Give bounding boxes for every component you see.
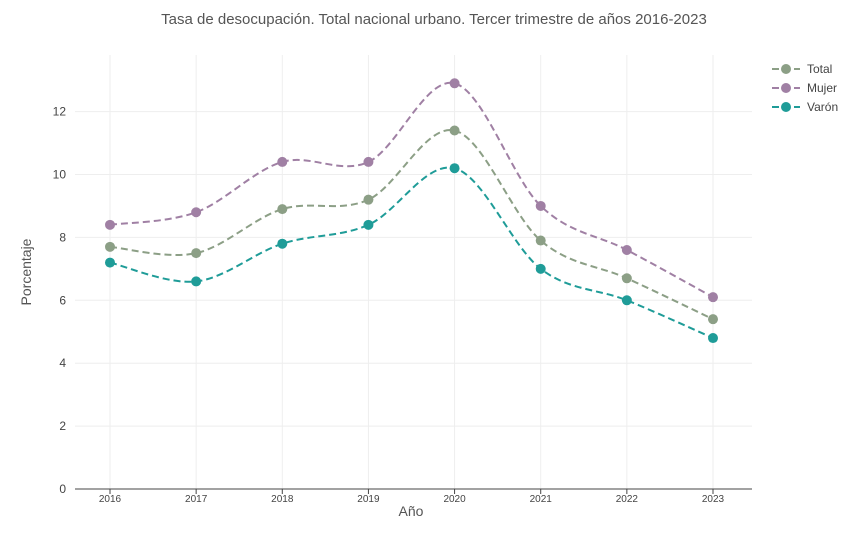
data-point-total[interactable] [621, 273, 632, 284]
y-tick-label: 0 [59, 482, 66, 496]
data-point-total[interactable] [363, 194, 374, 205]
data-point-total[interactable] [708, 314, 718, 325]
legend-swatch-marker [781, 102, 791, 112]
data-point-total[interactable] [105, 241, 115, 252]
x-tick-label: 2023 [702, 494, 725, 505]
data-point-varon[interactable] [449, 163, 460, 174]
data-point-mujer[interactable] [708, 292, 718, 303]
y-tick-label: 12 [53, 105, 67, 119]
legend[interactable]: Total Mujer Varón [772, 62, 838, 114]
data-point-varon[interactable] [621, 295, 632, 306]
data-point-varon[interactable] [708, 333, 718, 344]
y-tick-label: 10 [53, 168, 67, 182]
data-point-total[interactable] [449, 125, 460, 136]
data-point-total[interactable] [535, 235, 546, 246]
series-varon [105, 163, 718, 344]
data-point-mujer[interactable] [105, 219, 115, 230]
y-tick-label: 4 [59, 356, 66, 370]
data-point-mujer[interactable] [621, 244, 632, 255]
data-point-varon[interactable] [535, 263, 546, 274]
legend-swatch-marker [781, 83, 791, 93]
legend-swatch-marker [781, 64, 791, 74]
data-point-varon[interactable] [363, 219, 374, 230]
data-point-mujer[interactable] [363, 156, 374, 167]
x-tick-label: 2016 [99, 494, 122, 505]
series-line-varon [109, 166, 714, 339]
series-line-total [109, 129, 714, 321]
series-total [105, 125, 718, 325]
legend-item-total[interactable]: Total [772, 62, 832, 76]
data-point-mujer[interactable] [535, 200, 546, 211]
legend-label: Varón [807, 100, 838, 114]
y-tick-label: 6 [59, 293, 66, 307]
axes: 0 2 4 6 8 10 12 2016 2017 2018 2019 2020 2021 2022 202… [53, 105, 752, 505]
x-tick-label: 2017 [185, 494, 208, 505]
data-point-varon[interactable] [277, 238, 288, 249]
data-point-total[interactable] [191, 248, 202, 259]
data-point-mujer[interactable] [449, 78, 460, 89]
x-axis-title: Año [399, 503, 424, 519]
legend-label: Mujer [807, 81, 837, 95]
y-tick-label: 2 [59, 419, 66, 433]
legend-item-varon[interactable]: Varón [772, 100, 838, 114]
chart-title: Tasa de desocupación. Total nacional urb… [161, 11, 707, 28]
y-axis-title: Porcentaje [18, 238, 34, 305]
x-tick-label: 2022 [616, 494, 639, 505]
y-tick-label: 8 [59, 230, 66, 244]
series-mujer [105, 78, 718, 303]
legend-item-mujer[interactable]: Mujer [772, 81, 837, 95]
data-point-total[interactable] [277, 204, 288, 215]
grid-lines [75, 55, 752, 489]
x-tick-label: 2019 [357, 494, 380, 505]
data-point-mujer[interactable] [277, 156, 288, 167]
series-line-mujer [109, 82, 714, 299]
data-point-varon[interactable] [191, 276, 202, 287]
x-tick-label: 2021 [530, 494, 553, 505]
legend-label: Total [807, 62, 832, 76]
x-tick-label: 2018 [271, 494, 294, 505]
data-point-varon[interactable] [105, 257, 115, 268]
x-tick-label: 2020 [443, 494, 466, 505]
data-point-mujer[interactable] [191, 207, 202, 218]
series-group [105, 78, 718, 344]
